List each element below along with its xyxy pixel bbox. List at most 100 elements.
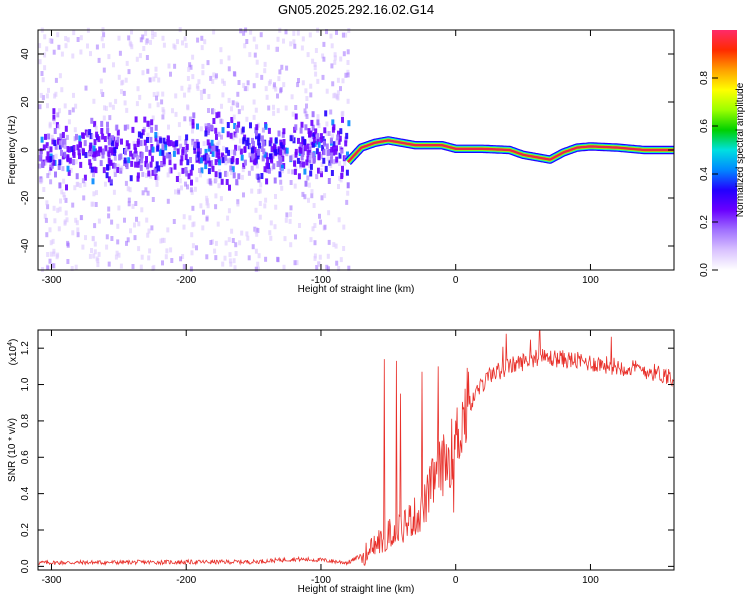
- noise-point: [160, 99, 164, 105]
- noise-point: [253, 146, 257, 153]
- noise-point: [290, 94, 294, 100]
- noise-point: [156, 139, 160, 146]
- noise-point: [342, 51, 346, 57]
- noise-point: [183, 36, 187, 42]
- noise-point: [100, 89, 103, 95]
- noise-point: [294, 234, 297, 240]
- noise-point: [169, 247, 173, 253]
- noise-point: [68, 157, 72, 164]
- noise-point: [198, 148, 202, 155]
- noise-point: [67, 146, 71, 153]
- noise-point: [149, 136, 153, 143]
- noise-point: [254, 152, 258, 159]
- noise-point: [241, 167, 245, 173]
- noise-point: [136, 141, 140, 147]
- noise-point: [72, 145, 76, 151]
- noise-point: [339, 86, 342, 92]
- noise-point: [169, 167, 173, 174]
- noise-point: [52, 248, 56, 254]
- noise-point: [316, 78, 320, 84]
- noise-point: [161, 35, 165, 41]
- noise-point: [54, 171, 57, 178]
- noise-point: [64, 36, 68, 41]
- noise-point: [311, 58, 315, 64]
- noise-point: [53, 218, 57, 224]
- noise-point: [165, 152, 169, 159]
- noise-point: [184, 167, 188, 173]
- noise-point: [289, 180, 293, 185]
- noise-point: [191, 243, 195, 249]
- noise-point: [188, 215, 192, 221]
- noise-point: [255, 163, 259, 169]
- noise-point: [214, 171, 218, 178]
- noise-point: [134, 147, 138, 154]
- noise-point: [164, 144, 168, 151]
- noise-point: [79, 35, 83, 41]
- noise-point: [196, 146, 200, 153]
- noise-point: [140, 153, 144, 160]
- noise-point: [41, 161, 44, 168]
- noise-point: [322, 41, 326, 47]
- noise-point: [204, 158, 208, 165]
- noise-point: [113, 172, 117, 177]
- noise-point: [88, 129, 92, 136]
- noise-point: [196, 37, 200, 43]
- noise-point: [176, 39, 179, 45]
- noise-point: [43, 65, 47, 71]
- noise-point: [47, 133, 51, 140]
- noise-point: [308, 32, 312, 38]
- noise-point: [317, 262, 321, 267]
- noise-point: [100, 120, 104, 127]
- noise-point: [219, 118, 223, 124]
- noise-point: [292, 39, 296, 45]
- noise-point: [196, 151, 200, 158]
- noise-point: [337, 184, 340, 189]
- noise-point: [151, 115, 155, 121]
- noise-point: [57, 108, 61, 114]
- noise-point: [40, 136, 44, 143]
- noise-point: [301, 146, 304, 153]
- noise-point: [134, 161, 138, 168]
- noise-point: [157, 165, 161, 172]
- noise-point: [189, 157, 192, 163]
- noise-point: [225, 147, 229, 154]
- noise-point: [240, 174, 244, 180]
- noise-point: [74, 103, 78, 109]
- noise-point: [323, 193, 327, 199]
- noise-point: [49, 146, 53, 153]
- noise-point: [107, 133, 111, 140]
- noise-point: [206, 178, 210, 184]
- noise-point: [272, 110, 276, 116]
- noise-point: [116, 167, 120, 173]
- noise-point: [330, 170, 334, 176]
- noise-point: [148, 103, 152, 109]
- noise-point: [63, 138, 67, 145]
- noise-point: [135, 56, 139, 62]
- noise-point: [184, 42, 188, 48]
- noise-point: [309, 170, 313, 177]
- x-tick-label: 0: [453, 575, 459, 586]
- noise-point: [164, 254, 168, 260]
- snr-scale-base: (x10: [8, 345, 19, 365]
- noise-point: [125, 60, 129, 66]
- noise-point: [60, 189, 64, 195]
- noise-point: [215, 151, 219, 158]
- noise-point: [213, 145, 217, 152]
- noise-point: [306, 143, 310, 150]
- noise-point: [57, 164, 61, 170]
- noise-point: [293, 168, 297, 175]
- noise-point: [124, 149, 127, 156]
- noise-point: [211, 145, 215, 152]
- noise-point: [151, 29, 154, 35]
- noise-point: [117, 74, 121, 80]
- colorbar-tick-label: 0.6: [699, 119, 710, 133]
- noise-point: [241, 105, 244, 111]
- noise-point: [72, 152, 76, 158]
- noise-point: [134, 201, 138, 206]
- noise-point: [213, 248, 217, 254]
- noise-point: [186, 76, 190, 81]
- noise-point: [211, 150, 215, 157]
- noise-point: [166, 172, 170, 178]
- noise-point: [133, 235, 137, 241]
